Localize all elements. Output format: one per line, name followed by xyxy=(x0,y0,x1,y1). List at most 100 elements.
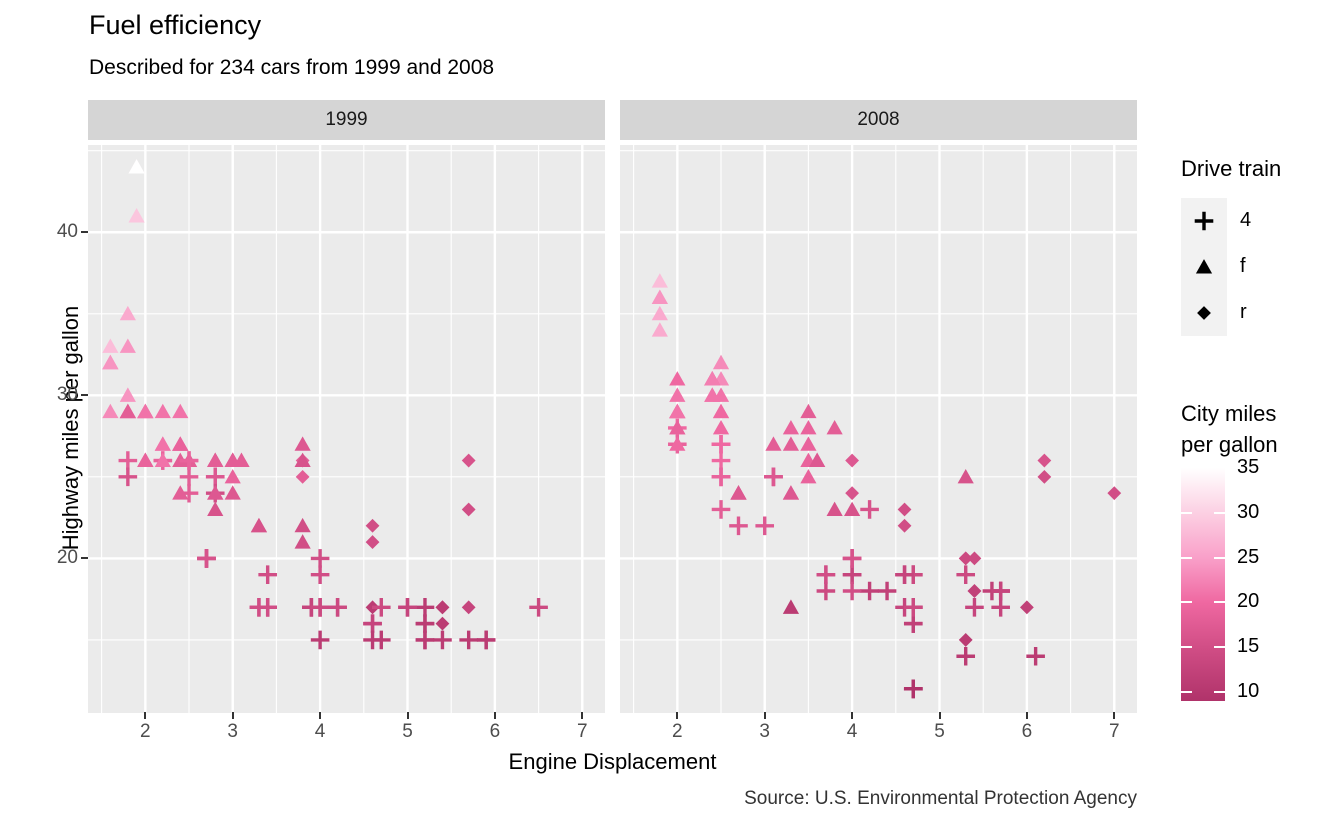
data-point xyxy=(205,467,225,487)
data-point xyxy=(294,534,311,549)
y-axis-tick-mark xyxy=(81,394,88,397)
data-point xyxy=(712,387,730,402)
x-axis-title: Engine Displacement xyxy=(508,749,717,774)
colorbar-tick-mark xyxy=(1214,556,1225,559)
data-point xyxy=(128,159,145,174)
data-point xyxy=(371,630,391,650)
data-point xyxy=(1037,469,1052,484)
data-point xyxy=(102,354,119,370)
data-point xyxy=(365,535,380,549)
data-point xyxy=(711,500,731,519)
colorbar-tick-mark xyxy=(1181,511,1192,514)
data-point xyxy=(782,485,800,500)
data-point xyxy=(435,616,450,631)
data-point xyxy=(897,502,912,517)
data-point xyxy=(765,436,782,451)
shape-legend-item-label: f xyxy=(1240,255,1246,277)
y-axis-tick-mark xyxy=(81,231,88,234)
x-axis-tick-label: 6 xyxy=(1021,721,1033,742)
data-point xyxy=(844,501,861,516)
color-legend-tick-label: 35 xyxy=(1237,456,1260,478)
data-point xyxy=(669,403,686,419)
data-point xyxy=(102,403,119,419)
x-axis-tick-mark xyxy=(581,712,584,719)
x-axis-tick-mark xyxy=(319,712,322,719)
data-point xyxy=(669,387,686,402)
data-point xyxy=(294,452,311,468)
facet-strip-label: 1999 xyxy=(325,109,368,130)
legend-key-triangle-icon xyxy=(1181,244,1227,290)
data-point xyxy=(224,468,241,484)
data-point xyxy=(651,289,668,304)
data-point xyxy=(295,469,310,484)
shape-legend-item-label: 4 xyxy=(1240,209,1252,231)
data-point xyxy=(958,551,973,566)
x-axis-tick-label: 6 xyxy=(489,721,501,742)
data-point xyxy=(1026,646,1045,666)
facet-strip-1999: 1999 xyxy=(88,100,605,140)
data-point xyxy=(800,468,817,484)
data-point xyxy=(903,679,923,699)
data-point xyxy=(957,468,974,484)
data-point xyxy=(729,516,748,536)
data-point xyxy=(258,598,277,617)
colorbar-tick-mark xyxy=(1214,646,1225,649)
data-point xyxy=(137,452,154,468)
y-axis-title: Highway miles per gallon xyxy=(58,305,83,551)
data-point xyxy=(119,387,136,402)
x-axis-tick-label: 3 xyxy=(759,721,770,742)
data-point xyxy=(197,549,216,568)
data-point xyxy=(365,518,380,533)
x-axis-tick-label: 4 xyxy=(846,721,858,742)
data-point xyxy=(128,208,145,223)
x-axis-tick-label: 2 xyxy=(672,721,683,742)
data-point xyxy=(800,436,817,451)
data-point xyxy=(967,584,982,598)
data-point xyxy=(842,565,862,585)
data-point xyxy=(651,273,668,288)
caption: Source: U.S. Environmental Protection Ag… xyxy=(744,788,1137,809)
data-point xyxy=(207,452,224,468)
x-axis-tick-mark xyxy=(763,712,766,719)
data-point xyxy=(1107,486,1122,501)
data-point xyxy=(897,518,912,533)
data-point xyxy=(433,630,452,650)
data-point xyxy=(119,305,136,321)
data-point xyxy=(782,420,800,435)
data-point xyxy=(895,565,914,585)
x-axis-tick-mark xyxy=(851,712,854,719)
data-point xyxy=(207,485,224,500)
data-point xyxy=(800,420,817,435)
data-point xyxy=(154,436,171,451)
color-legend-title: City miles per gallon xyxy=(1181,401,1278,457)
x-axis-tick-mark xyxy=(1113,712,1116,719)
y-axis-tick-label: 30 xyxy=(56,384,78,406)
data-point xyxy=(782,599,800,614)
color-legend-gradient-bar xyxy=(1181,468,1225,701)
data-point xyxy=(459,630,478,650)
data-point xyxy=(154,452,171,468)
data-point xyxy=(224,485,241,500)
data-point xyxy=(415,598,435,617)
shape-legend-keys xyxy=(1181,198,1227,336)
shape-legend-title: Drive train xyxy=(1181,156,1282,181)
data-point xyxy=(398,598,417,617)
color-legend-tick-label: 10 xyxy=(1237,680,1260,702)
chart-subtitle: Described for 234 cars from 1999 and 200… xyxy=(89,56,495,79)
data-point xyxy=(730,485,747,500)
data-point xyxy=(860,581,879,601)
y-axis-tick-label: 20 xyxy=(56,547,78,569)
data-point xyxy=(967,551,982,566)
x-axis-tick-label: 5 xyxy=(934,721,945,742)
color-legend-tick-label: 25 xyxy=(1237,545,1260,568)
data-point xyxy=(712,403,730,419)
data-point xyxy=(250,517,268,533)
data-point xyxy=(179,451,199,470)
data-point xyxy=(755,516,775,536)
data-point xyxy=(712,354,730,370)
data-point xyxy=(363,614,382,633)
colorbar-tick-mark xyxy=(1214,601,1225,604)
data-point xyxy=(842,581,862,601)
x-axis-tick-label: 7 xyxy=(577,721,588,742)
x-axis-tick-label: 5 xyxy=(402,721,413,742)
